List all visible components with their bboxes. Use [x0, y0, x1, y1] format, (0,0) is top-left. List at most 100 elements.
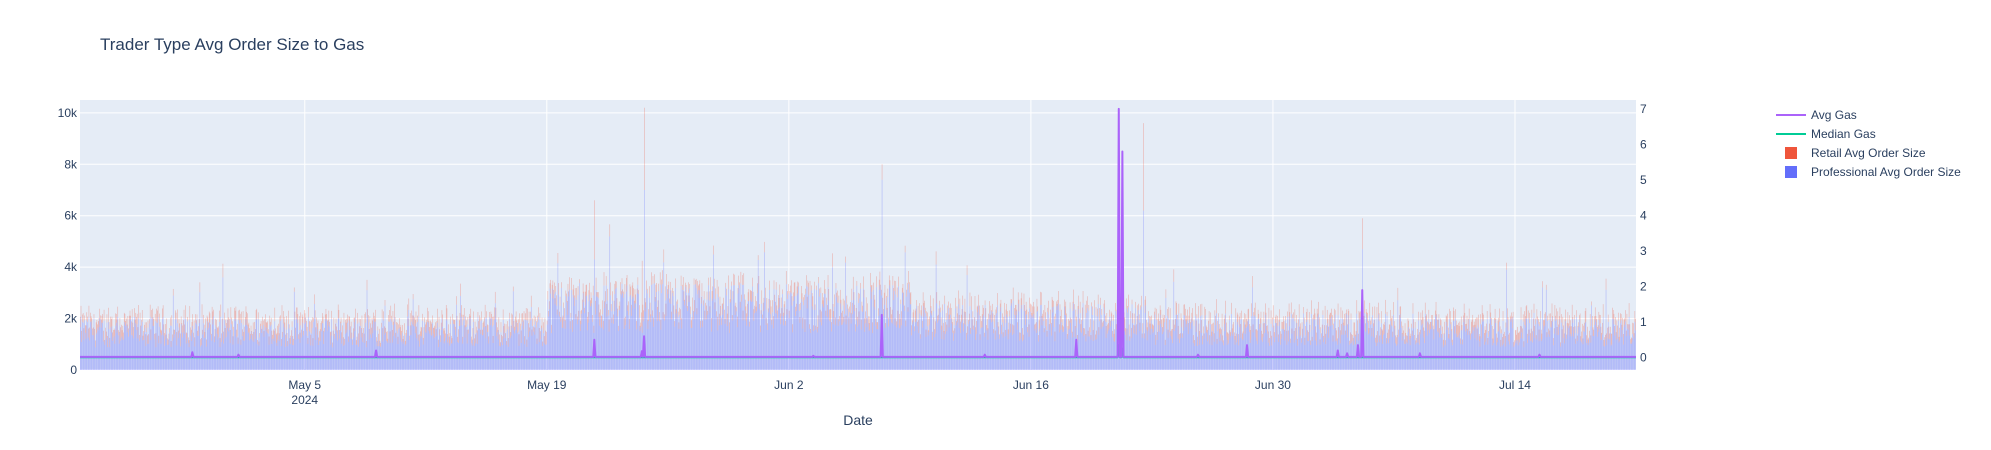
bar-retail — [730, 289, 732, 302]
bar-retail — [1350, 332, 1351, 344]
bar-retail — [1413, 319, 1414, 329]
bar-professional — [789, 295, 791, 370]
bar-retail — [940, 307, 941, 313]
bar-professional — [1098, 334, 1100, 370]
bar-professional — [1218, 317, 1219, 370]
bar-retail — [519, 313, 521, 323]
bar-retail — [354, 317, 356, 332]
bar-professional — [618, 310, 620, 370]
bar-professional — [610, 311, 612, 370]
bar-retail — [847, 304, 848, 309]
bar-retail — [1170, 331, 1172, 337]
bar-retail — [370, 323, 371, 335]
bar-professional — [1290, 313, 1292, 370]
bar-professional — [1232, 335, 1234, 370]
bar-retail — [1539, 322, 1541, 327]
bar-professional — [222, 277, 224, 370]
bar-professional — [675, 288, 676, 370]
bar-professional — [350, 338, 351, 370]
bar-professional — [688, 302, 690, 370]
bar-retail — [1347, 308, 1349, 316]
bar-retail — [945, 313, 947, 321]
bar-retail — [530, 295, 532, 307]
bar-professional — [80, 327, 81, 370]
bar-retail — [445, 333, 446, 338]
bar-retail — [1151, 315, 1152, 321]
bar-retail — [1048, 300, 1049, 315]
bar-retail — [378, 333, 379, 347]
legend-label-avg-gas: Avg Gas — [1811, 108, 1857, 122]
bar-professional — [255, 320, 257, 370]
bar-retail — [247, 324, 249, 334]
bar-professional — [274, 321, 276, 370]
bar-professional — [211, 340, 212, 370]
bar-professional — [1236, 321, 1238, 370]
bar-professional — [1185, 327, 1187, 370]
bar-retail — [1259, 318, 1261, 328]
bar-professional — [388, 321, 389, 370]
bar-professional — [361, 328, 363, 370]
bar-professional — [1418, 320, 1420, 370]
bar-professional — [904, 310, 905, 370]
bar-retail — [669, 281, 671, 291]
bar-retail — [1130, 311, 1131, 319]
bar-professional — [1633, 336, 1634, 370]
bar-professional — [1135, 308, 1136, 370]
bar-retail — [1244, 313, 1245, 323]
bar-retail — [835, 283, 837, 289]
bar-retail — [874, 299, 876, 310]
bar-retail — [597, 292, 599, 299]
bar-retail — [454, 319, 456, 330]
bar-professional — [1214, 315, 1216, 370]
bar-retail — [1383, 324, 1385, 334]
bar-retail — [780, 297, 782, 308]
bar-retail — [1136, 324, 1137, 335]
bar-retail — [272, 334, 273, 339]
bar-retail — [1154, 307, 1156, 315]
bar-professional — [582, 293, 584, 370]
bar-professional — [331, 318, 332, 370]
bar-retail — [476, 326, 477, 333]
bar-professional — [116, 332, 118, 370]
bar-retail — [1285, 316, 1286, 321]
bar-retail — [1008, 322, 1010, 334]
bar-professional — [1541, 339, 1543, 370]
bar-professional — [1082, 303, 1084, 370]
bar-retail — [753, 309, 755, 321]
bar-professional — [425, 333, 427, 370]
bar-retail — [1202, 335, 1203, 345]
bar-retail — [1414, 321, 1416, 328]
bar-retail — [577, 286, 579, 296]
bar-retail — [574, 288, 576, 298]
bar-retail — [101, 315, 103, 323]
bar-professional — [1131, 338, 1132, 370]
bar-retail — [719, 296, 721, 305]
bar-retail — [224, 312, 225, 321]
bar-retail — [878, 308, 879, 316]
bar-retail — [1035, 322, 1037, 334]
bar-retail — [357, 312, 358, 324]
bar-retail — [894, 318, 896, 326]
bar-retail — [353, 328, 354, 338]
bar-professional — [1239, 327, 1240, 370]
bar-professional — [734, 285, 735, 370]
bar-professional — [1534, 337, 1536, 370]
bar-retail — [1468, 308, 1470, 320]
bar-professional — [1316, 316, 1318, 370]
bar-retail — [754, 305, 755, 314]
bar-retail — [936, 292, 938, 304]
bar-professional — [343, 322, 345, 370]
bar-professional — [230, 319, 232, 370]
bar-retail — [368, 328, 370, 340]
bar-professional — [601, 327, 603, 370]
bar-retail — [932, 331, 933, 340]
bar-retail — [573, 284, 575, 298]
bar-retail — [667, 289, 668, 299]
bar-professional — [283, 327, 285, 370]
bar-retail — [807, 280, 809, 287]
bar-professional — [1109, 316, 1110, 370]
bar-retail — [230, 307, 232, 320]
bar-professional — [380, 346, 381, 370]
bar-professional — [948, 308, 949, 370]
bar-professional — [883, 304, 885, 370]
